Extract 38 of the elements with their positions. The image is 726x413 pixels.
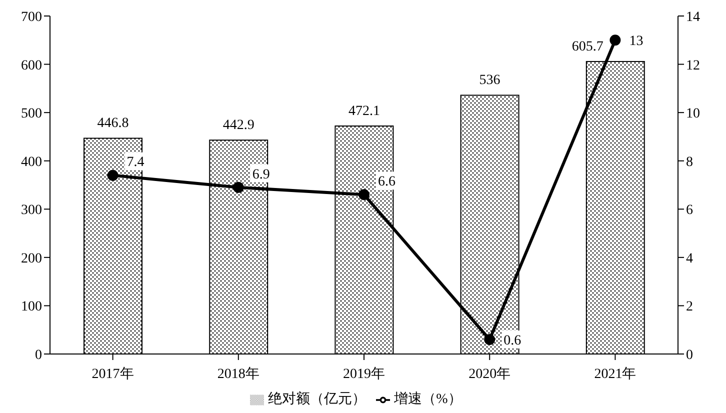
- point: [484, 334, 496, 346]
- y2-tick-label: 12: [686, 58, 700, 74]
- y-tick-label: 0: [35, 348, 42, 363]
- y-tick-label: 500: [21, 106, 42, 122]
- legend-label: 绝对额（亿元）: [268, 392, 366, 407]
- y2-tick-label: 10: [686, 106, 700, 122]
- x-tick-label: 2017年: [92, 366, 134, 382]
- data-label: 6.9: [252, 167, 270, 182]
- y2-tick-label: 6: [686, 203, 693, 218]
- data-label: 536: [479, 73, 500, 88]
- y2-tick-label: 4: [686, 251, 693, 266]
- y2-tick-label: 14: [686, 10, 700, 25]
- data-label: 442.9: [222, 118, 254, 134]
- point: [107, 170, 118, 181]
- data-label: 7.4: [126, 155, 144, 170]
- x-tick-label: 2021年: [594, 366, 636, 382]
- x-tick-label: 2019年: [343, 366, 385, 382]
- y-tick-label: 100: [21, 300, 42, 315]
- y-tick-label: 400: [21, 154, 42, 170]
- x-tick-label: 2018年: [217, 366, 260, 382]
- data-label: 472.1: [348, 104, 380, 119]
- y2-tick-label: 2: [686, 300, 693, 315]
- x-tick-label: 2020年: [468, 366, 511, 382]
- point: [610, 34, 621, 46]
- data-label: 605.7: [572, 39, 604, 54]
- y-tick-label: 300: [21, 203, 42, 218]
- data-label: 0.6: [504, 333, 522, 348]
- data-label: 13: [629, 34, 644, 50]
- legend-label: 增速（%）: [394, 392, 462, 407]
- y-tick-label: 600: [21, 58, 42, 74]
- point: [358, 189, 370, 200]
- data-label: 446.8: [97, 116, 129, 132]
- y2-tick-label: 8: [686, 154, 693, 170]
- y-tick-label: 200: [21, 251, 42, 266]
- point: [232, 182, 244, 193]
- y2-tick-label: 0: [686, 348, 693, 363]
- data-label: 6.6: [378, 174, 396, 190]
- y-tick-label: 700: [21, 10, 42, 25]
